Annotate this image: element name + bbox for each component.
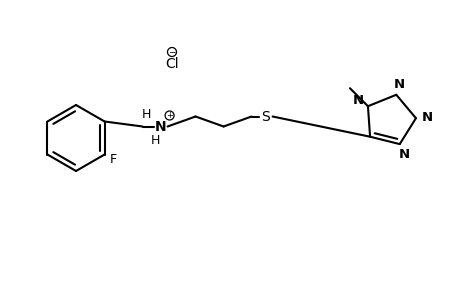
Text: +: + [166,111,173,120]
Text: N: N [392,78,403,91]
Text: N: N [420,111,431,124]
Text: S: S [261,110,269,124]
Text: N: N [353,94,364,107]
Text: N: N [154,119,166,134]
Text: H: H [151,134,160,147]
Text: Cl: Cl [165,57,179,71]
Text: H: H [141,108,151,121]
Text: −: − [168,47,175,56]
Text: N: N [397,148,409,161]
Text: F: F [110,153,117,166]
